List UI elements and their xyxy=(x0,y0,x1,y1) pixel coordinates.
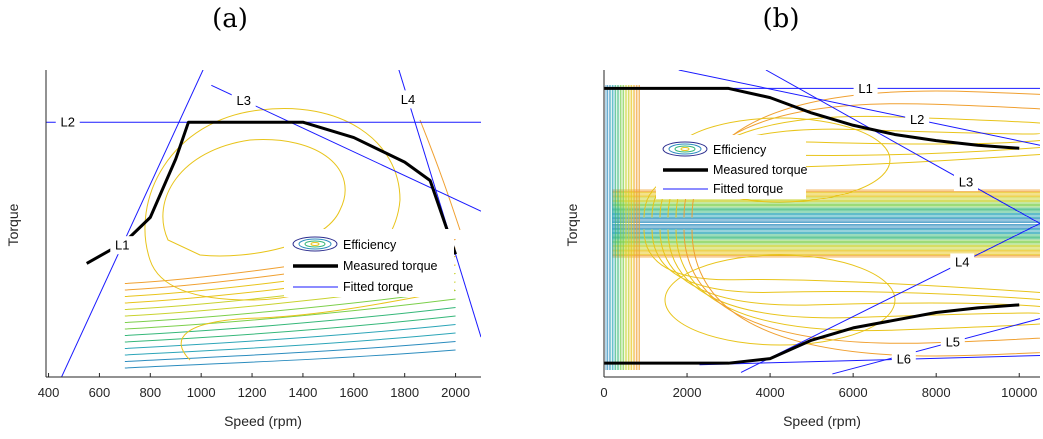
efficiency-contour xyxy=(691,229,1040,357)
x-ticks-a: 400 600 800 1000 1200 1400 1600 1800 2000 xyxy=(38,373,470,400)
line-label-bg xyxy=(940,332,965,351)
fitted-line-l6 xyxy=(699,355,1040,366)
efficiency-contour xyxy=(124,324,456,349)
measured-torque-line xyxy=(604,86,1020,150)
fitted-lines-b xyxy=(604,70,1040,375)
line-label-l5: L5 xyxy=(946,334,960,349)
x-tick-label: 2000 xyxy=(673,385,702,400)
efficiency-contour xyxy=(675,229,1040,332)
line-label-l6: L6 xyxy=(897,352,911,367)
efficiency-contour xyxy=(124,298,456,330)
line-label-l1: L1 xyxy=(115,238,129,253)
x-tick-label: 800 xyxy=(139,385,161,400)
efficiency-contour xyxy=(162,139,346,257)
line-label-bg xyxy=(110,236,135,255)
line-label-l3: L3 xyxy=(236,93,250,108)
legend-label-measured-b: Measured torque xyxy=(713,163,808,177)
legend-efficiency-icon-b xyxy=(662,141,708,157)
x-tick-label: 1600 xyxy=(339,385,368,400)
fitted-line-l2 xyxy=(678,70,1040,146)
legend-label-fitted: Fitted torque xyxy=(343,280,413,294)
line-label-l4: L4 xyxy=(401,92,415,107)
line-label-l1: L1 xyxy=(858,81,872,96)
line-label-bg xyxy=(954,173,979,192)
line-label-bg xyxy=(853,79,878,98)
legend-b: Efficiency Measured torque Fitted torque xyxy=(656,135,808,199)
measured-torque-b xyxy=(604,86,1020,365)
x-ticks-b: 0 2000 4000 6000 8000 10000 xyxy=(600,373,1037,400)
x-tick-label: 0 xyxy=(600,385,607,400)
x-tick-label: 10000 xyxy=(1001,385,1037,400)
efficiency-contour xyxy=(124,315,456,343)
x-tick-label: 8000 xyxy=(922,385,951,400)
y-axis-title-a: Torque xyxy=(5,203,21,246)
x-tick-label: 400 xyxy=(38,385,60,400)
x-tick-label: 6000 xyxy=(839,385,868,400)
line-label-bg xyxy=(891,350,916,369)
line-labels-b: L1 L2 L3 L4 L5 L6 xyxy=(853,79,979,369)
line-label-l3: L3 xyxy=(959,175,973,190)
legend-box-a xyxy=(284,229,454,297)
panel-label-b: (b) xyxy=(763,4,800,34)
efficiency-contour xyxy=(124,307,456,336)
legend-label-efficiency-b: Efficiency xyxy=(713,143,767,157)
efficiency-contour xyxy=(643,229,1040,293)
fitted-line-l3 xyxy=(765,70,1040,224)
legend-efficiency-icon xyxy=(292,236,338,252)
line-labels-a: L1 L2 L3 L4 xyxy=(55,90,420,255)
efficiency-contour xyxy=(659,229,1040,307)
line-label-l2: L2 xyxy=(910,112,924,127)
fitted-line-l4 xyxy=(740,223,1040,373)
measured-torque-a xyxy=(85,120,457,265)
efficiency-contours-b xyxy=(605,85,1040,370)
efficiency-contour xyxy=(664,254,896,346)
x-tick-label: 2000 xyxy=(441,385,470,400)
line-label-bg xyxy=(395,90,420,109)
x-tick-label: 1400 xyxy=(288,385,317,400)
measured-torque-line xyxy=(85,120,457,265)
line-label-bg xyxy=(905,110,930,129)
x-tick-label: 1000 xyxy=(187,385,216,400)
line-label-l4: L4 xyxy=(955,255,969,270)
panel-label-a: (a) xyxy=(212,4,248,34)
legend-label-fitted-b: Fitted torque xyxy=(713,182,783,196)
fitted-line-l5 xyxy=(832,318,1040,375)
efficiency-contour xyxy=(419,119,461,231)
legend-a: Efficiency Measured torque Fitted torque xyxy=(284,229,454,297)
chart-panel-a: (a) L1 L2 L3 L4 400 600 800 1000 1200 1400 1600 18… xyxy=(5,4,481,429)
fitted-line-l4 xyxy=(398,70,481,338)
x-tick-label: 4000 xyxy=(756,385,785,400)
efficiency-contour xyxy=(124,332,456,356)
y-axis-title-b: Torque xyxy=(564,203,580,246)
line-label-bg xyxy=(55,113,80,132)
x-axis-title-a: Speed (rpm) xyxy=(224,413,302,429)
measured-torque-line xyxy=(604,303,1020,365)
line-label-bg xyxy=(231,91,256,110)
efficiency-contour xyxy=(180,289,456,361)
legend-label-measured: Measured torque xyxy=(343,259,438,273)
line-label-bg xyxy=(950,253,975,272)
fitted-line-l1 xyxy=(60,70,204,377)
efficiency-contour xyxy=(124,349,456,369)
line-label-l2: L2 xyxy=(61,115,75,130)
x-tick-label: 600 xyxy=(89,385,111,400)
efficiency-contour xyxy=(651,229,1040,300)
efficiency-contour xyxy=(683,229,1040,344)
x-tick-label: 1200 xyxy=(238,385,267,400)
efficiency-contour xyxy=(124,341,456,362)
x-axis-title-b: Speed (rpm) xyxy=(783,413,861,429)
x-tick-label: 1800 xyxy=(390,385,419,400)
legend-label-efficiency: Efficiency xyxy=(343,238,397,252)
